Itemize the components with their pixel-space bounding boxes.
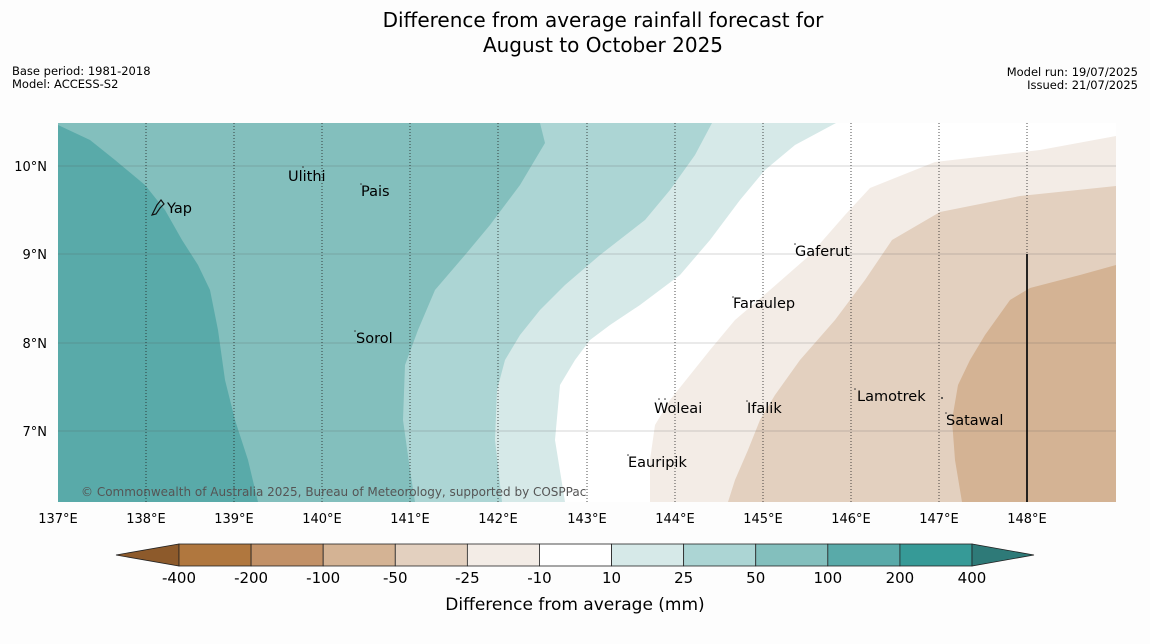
latitude-labels: 10°N 9°N 8°N 7°N <box>14 160 47 440</box>
lon-label-145e: 145°E <box>743 512 783 527</box>
place-faraulep: Faraulep <box>733 296 795 312</box>
band-wet-100-200 <box>58 123 258 502</box>
lon-label-139e: 139°E <box>214 512 254 527</box>
lat-label-8n: 8°N <box>23 337 48 352</box>
legend-tick-label: 50 <box>746 569 765 587</box>
lon-label-148e: 148°E <box>1007 512 1047 527</box>
band-dry-50-100 <box>952 265 1116 502</box>
legend-tick-label: -200 <box>234 569 268 587</box>
legend-tick-label: 100 <box>813 569 842 587</box>
place-woleai: Woleai <box>654 401 702 417</box>
title-line-2: August to October 2025 <box>482 33 724 57</box>
legend-tick-label: 25 <box>674 569 693 587</box>
legend-swatches <box>115 543 1035 567</box>
lat-label-9n: 9°N <box>23 248 48 263</box>
legend-tick-label: -10 <box>527 569 552 587</box>
lon-label-138e: 138°E <box>126 512 166 527</box>
legend-swatch <box>394 543 468 567</box>
issued-date: Issued: 21/07/2025 <box>1027 78 1138 92</box>
meta-right: Model run: 19/07/2025 Issued: 21/07/2025 <box>1007 66 1138 92</box>
model-name: Model: ACCESS-S2 <box>12 77 119 91</box>
legend-tick-label: 10 <box>602 569 621 587</box>
legend-tick-label: -400 <box>162 569 196 587</box>
title-line-1: Difference from average rainfall forecas… <box>382 8 824 32</box>
map-area: Ulithi Yap Pais Gaferut Faraulep Sorol L… <box>58 123 1116 502</box>
lon-label-143e: 143°E <box>567 512 607 527</box>
legend-ticks: -400 -200 -100 -50 -25 -10 10 25 50 100 200 400 <box>162 569 986 587</box>
lon-label-141e: 141°E <box>390 512 430 527</box>
legend-swatch <box>899 543 973 567</box>
lat-label-10n: 10°N <box>14 160 47 175</box>
place-gaferut: Gaferut <box>795 244 850 260</box>
legend-extend-low <box>115 543 180 567</box>
place-eauripik: Eauripik <box>628 455 687 471</box>
legend-tick-label: 200 <box>886 569 915 587</box>
island-markers <box>302 166 947 456</box>
legend-swatch <box>611 543 685 567</box>
yap-island-icon <box>150 199 165 216</box>
place-pais: Pais <box>361 184 390 200</box>
legend-tick-label: -100 <box>306 569 340 587</box>
legend-swatch <box>683 543 757 567</box>
place-yap: Yap <box>166 201 192 217</box>
legend-swatch <box>322 543 396 567</box>
legend-tick-label: 400 <box>958 569 987 587</box>
legend-tick-label: -25 <box>455 569 480 587</box>
map-title: Difference from average rainfall forecas… <box>0 8 1150 58</box>
copyright-notice: © Commonwealth of Australia 2025, Bureau… <box>81 485 586 499</box>
legend-swatch <box>539 543 612 567</box>
lon-label-140e: 140°E <box>302 512 342 527</box>
lat-label-7n: 7°N <box>23 425 48 440</box>
legend-title: Difference from average (mm) <box>445 595 704 615</box>
longitude-gridlines <box>145 123 1028 502</box>
lon-label-146e: 146°E <box>831 512 871 527</box>
place-ifalik: Ifalik <box>747 401 782 417</box>
place-ulithi: Ulithi <box>288 169 326 185</box>
lon-label-142e: 142°E <box>478 512 518 527</box>
lon-label-144e: 144°E <box>655 512 695 527</box>
legend-swatch <box>466 543 540 567</box>
base-period: Base period: 1981-2018 <box>12 64 151 78</box>
longitude-labels: 137°E 138°E 139°E 140°E 141°E 142°E 143°… <box>38 512 1047 527</box>
legend-extend-high <box>971 543 1035 567</box>
place-lamotrek: Lamotrek <box>857 389 926 405</box>
place-satawal: Satawal <box>946 413 1003 429</box>
legend-tick-label: -50 <box>383 569 408 587</box>
legend-swatch <box>755 543 829 567</box>
lon-label-137e: 137°E <box>38 512 78 527</box>
colorbar-legend: -400 -200 -100 -50 -25 -10 10 25 50 100 200 400 Dif… <box>115 543 1035 615</box>
model-run: Model run: 19/07/2025 <box>1006 65 1138 79</box>
legend-swatch <box>250 543 324 567</box>
lon-label-147e: 147°E <box>919 512 959 527</box>
meta-left: Base period: 1981-2018 Model: ACCESS-S2 <box>12 65 151 91</box>
legend-swatch <box>827 543 901 567</box>
legend-swatch <box>178 543 252 567</box>
place-sorol: Sorol <box>356 331 393 347</box>
